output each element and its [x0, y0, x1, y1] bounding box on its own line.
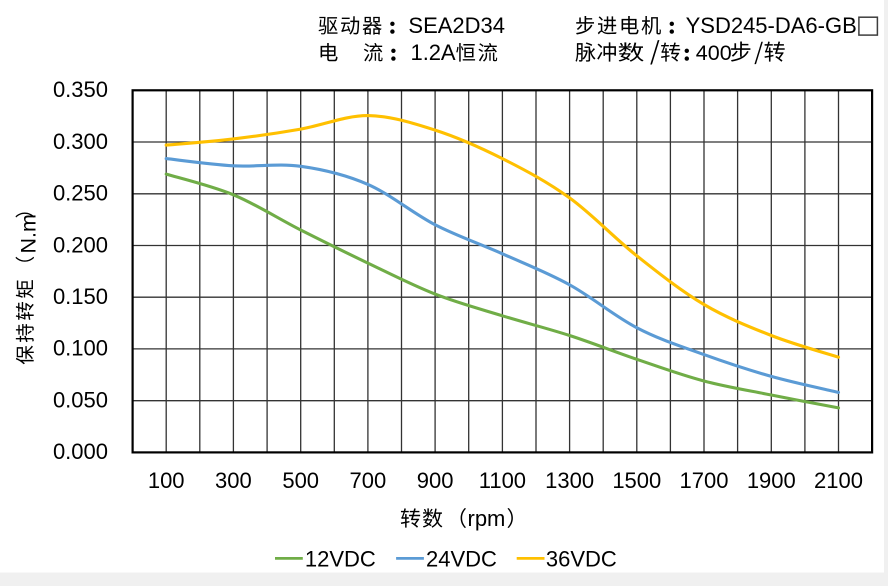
svg-text:SEA2D34: SEA2D34	[408, 13, 505, 38]
svg-text:1500: 1500	[612, 468, 661, 493]
svg-text:100: 100	[148, 468, 185, 493]
svg-text:1100: 1100	[479, 468, 526, 493]
svg-text:900: 900	[417, 468, 454, 493]
svg-text:0.200: 0.200	[53, 232, 108, 257]
svg-text:0.100: 0.100	[53, 336, 108, 361]
svg-text:1.: 1.	[411, 40, 429, 65]
svg-text:0.000: 0.000	[53, 439, 108, 464]
svg-text:0.050: 0.050	[53, 388, 108, 413]
svg-text:1900: 1900	[747, 468, 796, 493]
svg-text:500: 500	[282, 468, 319, 493]
svg-text:400: 400	[696, 41, 732, 65]
svg-text:12VDC: 12VDC	[305, 547, 376, 572]
svg-text:0.350: 0.350	[53, 77, 108, 102]
svg-text:YSD245-DA6-GB: YSD245-DA6-GB	[686, 13, 857, 38]
svg-text:36VDC: 36VDC	[546, 547, 617, 572]
svg-text:0.250: 0.250	[53, 181, 108, 206]
svg-text:700: 700	[350, 468, 387, 493]
svg-text:2A: 2A	[429, 40, 456, 65]
svg-text:1700: 1700	[680, 468, 729, 493]
svg-text:0.150: 0.150	[53, 284, 108, 309]
svg-text:300: 300	[215, 468, 252, 493]
svg-text:rpm: rpm	[468, 506, 506, 531]
svg-text:1300: 1300	[545, 468, 594, 493]
svg-text:2100: 2100	[814, 468, 863, 493]
svg-text:N.m: N.m	[16, 214, 40, 253]
svg-text:0.300: 0.300	[53, 129, 108, 154]
svg-text:24VDC: 24VDC	[426, 547, 497, 572]
